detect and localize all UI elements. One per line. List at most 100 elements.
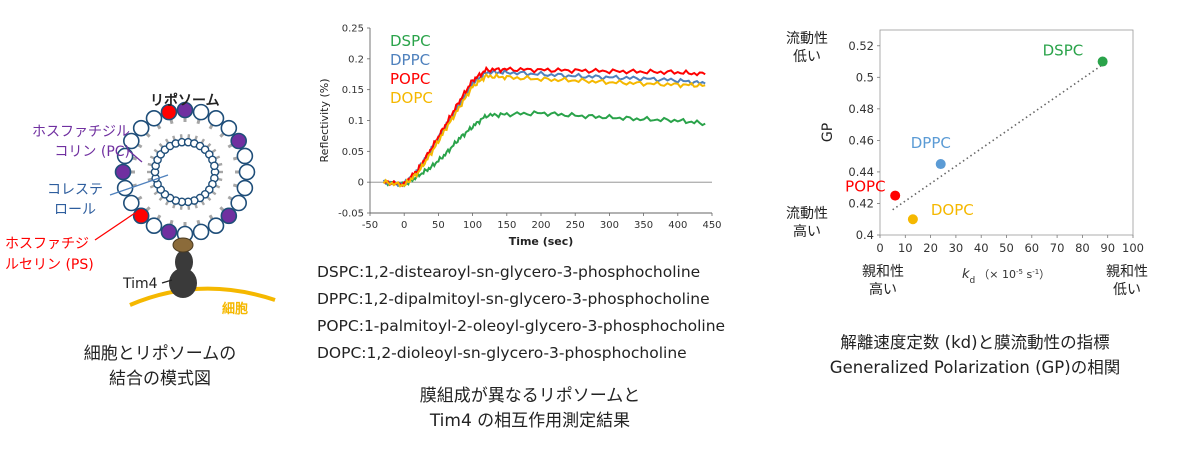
lipid-head (236, 179, 254, 197)
y-tick-label: 0.15 (342, 85, 364, 96)
liposome-schematic (94, 101, 276, 307)
x-tick-label: 10 (898, 241, 913, 255)
ps-head (160, 103, 178, 121)
x-tick-label: 100 (1122, 241, 1144, 255)
pc-head (176, 101, 194, 119)
lipid-head (238, 163, 256, 181)
x-tick-label: 40 (974, 241, 989, 255)
ps-label-line2: ルセリン (PS) (5, 257, 94, 273)
x-tick-label: 150 (497, 220, 516, 231)
x-tick-label: 50 (432, 220, 445, 231)
cell-label: 細胞 (222, 302, 249, 317)
ps-head (132, 207, 150, 225)
series-line-popc (383, 65, 706, 188)
middle-caption-line1: 膜組成が異なるリポソームと (419, 386, 641, 406)
x-tick-label: 400 (668, 220, 687, 231)
trendline (892, 64, 1104, 211)
gp-scatter-chart: 0.4 0.42 0.44 0.46 0.48 0.5 0.52 0 10 20 30 40 50 60 7… (820, 29, 1144, 286)
lipid-head (145, 217, 163, 234)
lipid-head (132, 119, 150, 137)
y-tick-label: 0.05 (342, 147, 364, 158)
point-label-dppc: DPPC (911, 134, 951, 152)
series-line-dopc (382, 72, 706, 188)
x-tick-label: 60 (1024, 241, 1039, 255)
lipid-def-popc: POPC:1-palmitoyl-2-oleoyl-glycero-3-phos… (317, 317, 726, 335)
x-tick-label: 80 (1075, 241, 1090, 255)
series-line-dspc (383, 110, 706, 188)
x-tick-label: 0 (401, 220, 407, 231)
point-label-dspc: DSPC (1043, 42, 1084, 60)
pc-label-line2: コリン (PC) (54, 144, 130, 160)
legend-popc: POPC (390, 70, 430, 88)
y-tick-label: 0.48 (848, 102, 874, 116)
lipid-head (116, 147, 134, 165)
pc-label: ホスファチジル コリン (PC) (20, 122, 130, 162)
lipid-def-dppc: DPPC:1,2-dipalmitoyl-sn-glycero-3-phosph… (317, 290, 710, 308)
ps-label-line1: ホスファチジ (5, 236, 89, 252)
cholesterol-label: コレステ ロール (40, 180, 110, 220)
x-tick-label: 350 (634, 220, 653, 231)
fluidity-high-line2: 高い (793, 224, 821, 240)
y-axis-label: GP (820, 123, 836, 142)
lipid-head (236, 147, 254, 165)
y-tick-label: 0.2 (348, 54, 364, 65)
fluidity-high-line1: 流動性 (786, 206, 828, 222)
lipid-head (145, 110, 163, 127)
liposome-caption: 細胞とリポソームの 結合の模式図 (40, 342, 280, 392)
lipid-head (123, 194, 140, 212)
lipid-head (230, 194, 247, 212)
x-tick-label: 100 (463, 220, 482, 231)
affinity-low-line2: 低い (1113, 282, 1141, 298)
y-tick-label: 0.42 (848, 196, 874, 210)
fluidity-high-label: 流動性 高い (782, 205, 832, 241)
chol-pointer-line (109, 174, 169, 196)
x-tick-label: 30 (949, 241, 964, 255)
y-tick-label: 0 (358, 178, 364, 189)
y-tick-label: 0.52 (848, 39, 874, 53)
lipid-head (192, 103, 210, 121)
lipid-head-inner (210, 161, 219, 171)
lipid-head (123, 132, 140, 150)
tim4-protein-neck (175, 250, 193, 274)
chol-label-line1: コレステ (47, 182, 103, 198)
pc-label-line1: ホスファチジル (32, 124, 130, 140)
fluidity-low-line2: 低い (793, 49, 821, 65)
y-tick-label: 0.1 (348, 116, 364, 127)
lipid-head (207, 217, 225, 234)
chol-label-line2: ロール (54, 202, 96, 218)
x-tick-label: 250 (566, 220, 585, 231)
x-tick-label: 70 (1050, 241, 1065, 255)
middle-caption-line2: Tim4 の相互作用測定結果 (429, 411, 631, 431)
affinity-low-line1: 親和性 (1106, 264, 1148, 280)
liposome-title: リポソーム (150, 93, 220, 109)
lipid-definitions: DSPC:1,2-distearoyl-sn-glycero-3-phospho… (317, 261, 725, 364)
lipid-def-dopc: DOPC:1,2-dioleoyl-sn-glycero-3-phosphoch… (317, 344, 687, 362)
liposome-caption-line2: 結合の模式図 (109, 369, 211, 389)
point-dppc (935, 159, 946, 170)
y-tick-label: 0.46 (848, 133, 874, 147)
y-tick-label: 0.25 (342, 24, 364, 35)
affinity-high-label: 親和性 高い (858, 263, 908, 299)
x-tick-label: 90 (1100, 241, 1115, 255)
y-tick-label: 0.44 (848, 165, 874, 179)
x-axis-label: Time (sec) (509, 235, 574, 248)
lipid-head (207, 110, 225, 127)
x-tick-label: 300 (600, 220, 619, 231)
lipid-def-dspc: DSPC:1,2-distearoyl-sn-glycero-3-phospho… (317, 263, 701, 281)
fluidity-low-line1: 流動性 (786, 31, 828, 47)
tim4-protein (169, 268, 197, 298)
gp-caption-line2: Generalized Polarization (GP)の相関 (829, 358, 1121, 377)
x-tick-label: -50 (362, 220, 378, 231)
cell-membrane (129, 286, 276, 307)
y-tick-label: 0.4 (856, 228, 874, 242)
point-popc (890, 190, 901, 201)
tim4-binding-site (172, 237, 194, 253)
y-tick-label: -0.05 (338, 209, 364, 220)
liposome-caption-line1: 細胞とリポソームの (83, 344, 237, 364)
point-dspc (1097, 56, 1108, 67)
pc-head (220, 207, 238, 225)
point-dopc (907, 214, 918, 225)
lipid-head (192, 223, 210, 241)
ps-label: ホスファチジ ルセリン (PS) (5, 234, 115, 276)
x-tick-label: 0 (876, 241, 883, 255)
